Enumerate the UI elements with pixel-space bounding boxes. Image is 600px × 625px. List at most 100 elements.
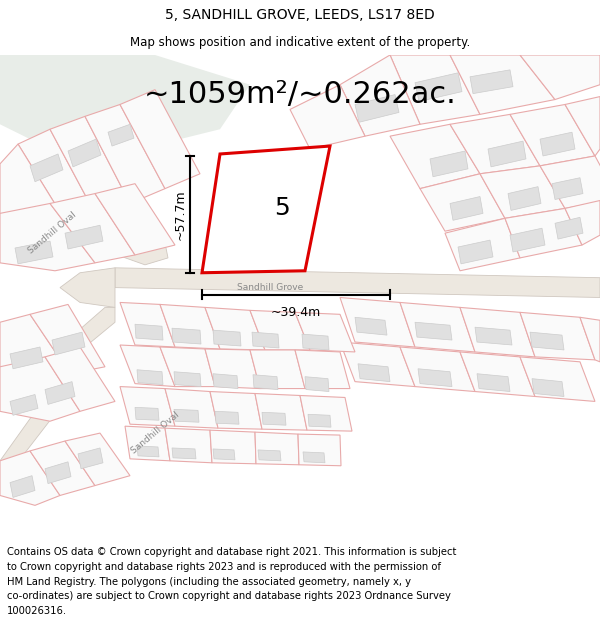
Polygon shape (174, 372, 201, 387)
Polygon shape (50, 116, 130, 213)
Polygon shape (520, 357, 595, 401)
Polygon shape (460, 308, 535, 357)
Polygon shape (540, 132, 575, 156)
Polygon shape (450, 114, 540, 174)
Polygon shape (252, 332, 279, 348)
Polygon shape (290, 85, 365, 149)
Polygon shape (300, 396, 352, 431)
Polygon shape (508, 187, 541, 211)
Polygon shape (580, 318, 600, 362)
Polygon shape (165, 428, 212, 462)
Polygon shape (460, 352, 535, 396)
Polygon shape (340, 298, 415, 347)
Polygon shape (65, 433, 130, 486)
Polygon shape (60, 268, 115, 308)
Polygon shape (520, 55, 600, 99)
Polygon shape (137, 446, 159, 457)
Polygon shape (174, 409, 199, 422)
Polygon shape (340, 342, 415, 387)
Polygon shape (308, 414, 331, 427)
Polygon shape (85, 104, 165, 204)
Polygon shape (295, 312, 355, 352)
Polygon shape (68, 139, 101, 167)
Polygon shape (450, 55, 555, 114)
Polygon shape (0, 451, 60, 506)
Polygon shape (135, 324, 163, 340)
Text: Sandhill Oval: Sandhill Oval (129, 411, 181, 456)
Polygon shape (30, 304, 105, 374)
Polygon shape (258, 450, 281, 461)
Polygon shape (445, 218, 520, 271)
Polygon shape (213, 374, 238, 389)
Polygon shape (120, 302, 175, 347)
Polygon shape (125, 426, 170, 461)
Polygon shape (303, 452, 325, 462)
Polygon shape (160, 304, 220, 349)
Polygon shape (532, 379, 564, 396)
Polygon shape (45, 462, 71, 484)
Text: 5, SANDHILL GROVE, LEEDS, LS17 8ED: 5, SANDHILL GROVE, LEEDS, LS17 8ED (165, 8, 435, 22)
Polygon shape (0, 144, 70, 243)
Polygon shape (565, 97, 600, 156)
Polygon shape (213, 330, 241, 346)
Polygon shape (430, 151, 468, 177)
Text: Sandhill Grove: Sandhill Grove (237, 283, 303, 292)
Polygon shape (160, 347, 215, 387)
Polygon shape (213, 449, 235, 460)
Polygon shape (120, 89, 200, 189)
Text: 5: 5 (274, 196, 290, 221)
Polygon shape (10, 394, 38, 415)
Polygon shape (400, 347, 475, 391)
Polygon shape (250, 350, 305, 389)
Polygon shape (52, 332, 85, 355)
Polygon shape (420, 174, 505, 231)
Polygon shape (165, 389, 218, 428)
Polygon shape (530, 332, 564, 350)
Polygon shape (510, 228, 545, 252)
Polygon shape (488, 141, 526, 167)
Polygon shape (477, 374, 510, 391)
Polygon shape (470, 70, 513, 94)
Polygon shape (45, 382, 75, 404)
Polygon shape (210, 391, 262, 429)
Polygon shape (137, 370, 163, 384)
Polygon shape (120, 345, 175, 387)
Polygon shape (253, 375, 278, 389)
Text: to Crown copyright and database rights 2023 and is reproduced with the permissio: to Crown copyright and database rights 2… (7, 562, 441, 572)
Polygon shape (262, 412, 286, 425)
Polygon shape (418, 369, 452, 387)
Polygon shape (520, 312, 595, 360)
Polygon shape (95, 184, 175, 255)
Polygon shape (340, 55, 420, 136)
Polygon shape (552, 177, 583, 199)
Text: HM Land Registry. The polygons (including the associated geometry, namely x, y: HM Land Registry. The polygons (includin… (7, 576, 411, 586)
Text: Contains OS data © Crown copyright and database right 2021. This information is : Contains OS data © Crown copyright and d… (7, 547, 457, 557)
Polygon shape (355, 94, 399, 122)
Polygon shape (510, 104, 595, 166)
Polygon shape (172, 448, 196, 459)
Polygon shape (505, 208, 582, 258)
Polygon shape (0, 179, 168, 265)
Polygon shape (135, 408, 159, 420)
Polygon shape (250, 311, 310, 350)
Text: ~57.7m: ~57.7m (173, 189, 187, 239)
Polygon shape (390, 124, 480, 189)
Polygon shape (10, 476, 35, 498)
Polygon shape (65, 225, 103, 249)
Polygon shape (10, 347, 43, 369)
Text: Sandhill Oval: Sandhill Oval (26, 211, 78, 256)
Polygon shape (555, 217, 583, 239)
Polygon shape (115, 268, 600, 298)
Text: co-ordinates) are subject to Crown copyright and database rights 2023 Ordnance S: co-ordinates) are subject to Crown copyr… (7, 591, 451, 601)
Text: Map shows position and indicative extent of the property.: Map shows position and indicative extent… (130, 36, 470, 49)
Polygon shape (390, 55, 480, 124)
Polygon shape (0, 204, 95, 271)
Polygon shape (108, 124, 134, 146)
Polygon shape (215, 411, 239, 424)
Polygon shape (480, 166, 565, 218)
Polygon shape (415, 73, 462, 101)
Polygon shape (565, 201, 600, 245)
Polygon shape (15, 241, 53, 264)
Polygon shape (358, 364, 390, 382)
Polygon shape (120, 387, 175, 426)
